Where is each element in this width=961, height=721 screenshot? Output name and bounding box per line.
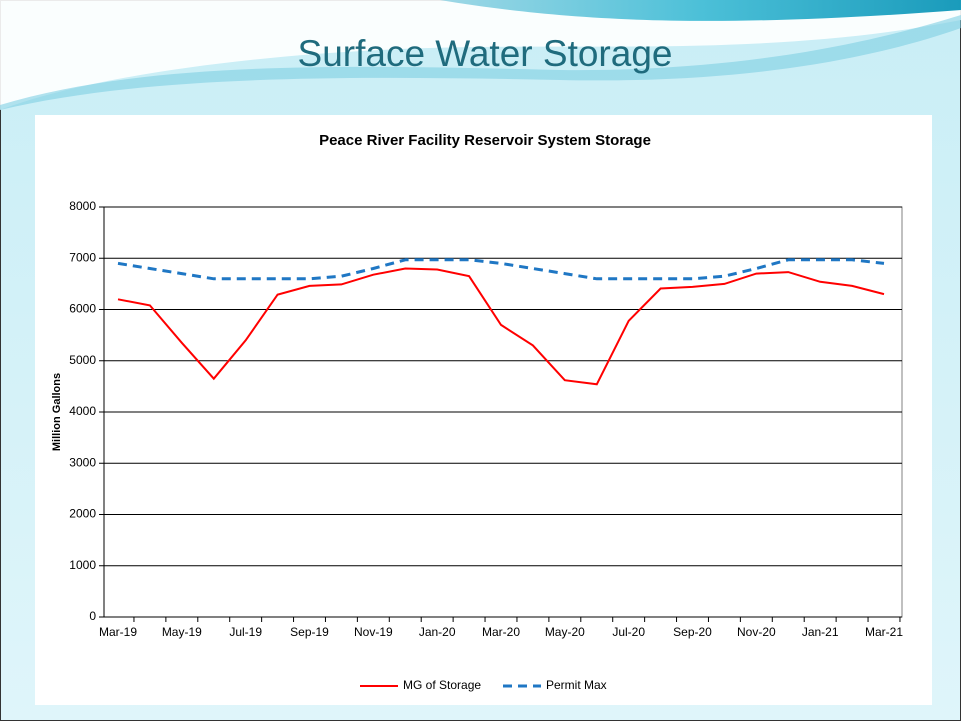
- slide: Surface Water Storage Peace River Facili…: [0, 0, 961, 721]
- y-tick-label: 2000: [69, 507, 96, 521]
- slide-title: Surface Water Storage: [298, 33, 673, 74]
- y-tick-label: 6000: [69, 302, 96, 316]
- x-tick-label: Jul-20: [612, 625, 645, 639]
- x-tick-label: Mar-21: [865, 625, 903, 639]
- legend-label: MG of Storage: [403, 678, 481, 692]
- y-tick-label: 1000: [69, 558, 96, 572]
- y-tick-label: 0: [89, 609, 96, 623]
- chart-title: Peace River Facility Reservoir System St…: [319, 132, 651, 149]
- x-tick-label: May-19: [162, 625, 202, 639]
- y-tick-label: 4000: [69, 404, 96, 418]
- legend-label: Permit Max: [546, 678, 607, 692]
- x-tick-label: Nov-20: [737, 625, 776, 639]
- x-tick-label: Sep-20: [673, 625, 712, 639]
- x-tick-label: Sep-19: [290, 625, 329, 639]
- x-tick-label: Jul-19: [229, 625, 262, 639]
- y-tick-label: 8000: [69, 199, 96, 213]
- x-tick-label: Jan-20: [419, 625, 456, 639]
- x-tick-label: Mar-20: [482, 625, 520, 639]
- y-tick-label: 7000: [69, 250, 96, 264]
- x-tick-label: Mar-19: [99, 625, 137, 639]
- y-tick-label: 5000: [69, 353, 96, 367]
- page: {"title": "Surface Water Storage", "char…: [0, 0, 961, 721]
- y-tick-label: 3000: [69, 455, 96, 469]
- y-axis-label: Million Gallons: [51, 373, 63, 451]
- x-tick-label: May-20: [545, 625, 585, 639]
- x-tick-label: Jan-21: [802, 625, 839, 639]
- x-tick-label: Nov-19: [354, 625, 393, 639]
